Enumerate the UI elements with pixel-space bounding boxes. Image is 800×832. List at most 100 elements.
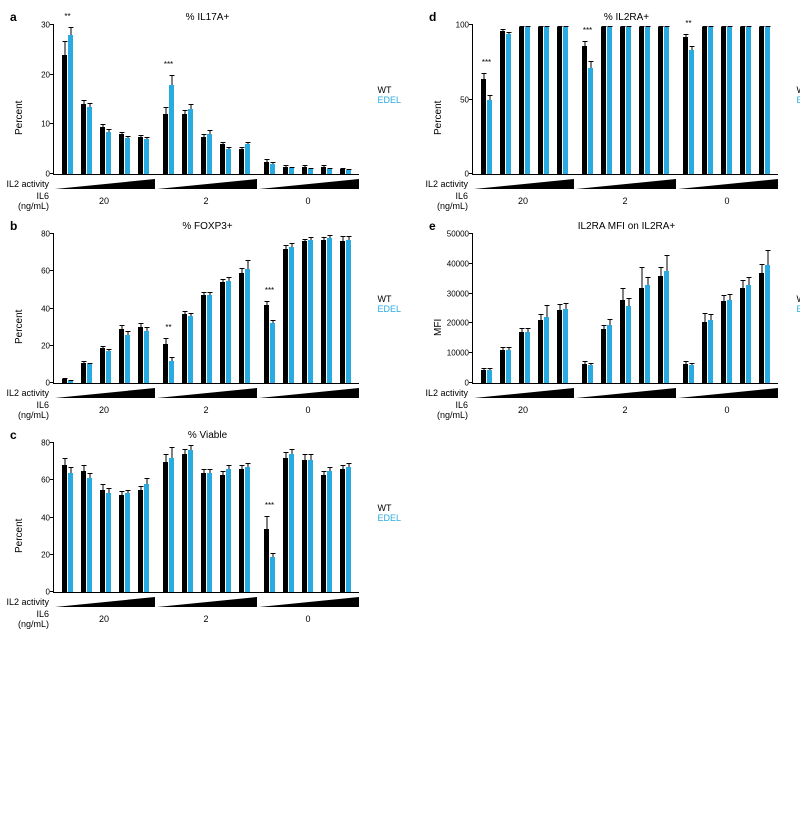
bar-pair: [115, 443, 134, 592]
bar-edel: [327, 238, 332, 383]
bar-wt: [201, 473, 206, 592]
significance-marker: ***: [482, 58, 491, 67]
bar-pair: [134, 25, 153, 174]
bar-pair: [717, 234, 736, 383]
wedge-icon: [576, 179, 676, 189]
bar-edel: [708, 27, 713, 175]
bar-wt: [264, 529, 269, 592]
bar-wt: [62, 55, 67, 174]
figure-grid: a% IL17A+Percent0102030*****WTEDELIL2 ac…: [12, 12, 788, 629]
bar-edel: [487, 100, 492, 175]
bar-edel: [563, 309, 568, 384]
bar-pair: [336, 443, 355, 592]
bar-edel: [506, 34, 511, 174]
bar-edel: [544, 317, 549, 383]
y-tick-label: 20000: [447, 319, 469, 328]
x-axis-label-il2: IL2 activity: [3, 179, 53, 189]
bar-wt: [582, 364, 587, 383]
bar-edel: [525, 27, 530, 175]
bar-wt: [163, 344, 168, 383]
y-tick-label: 20: [41, 550, 50, 559]
panel-label: a: [10, 10, 17, 24]
bar-wt: [119, 495, 124, 592]
bar-wt: [481, 79, 486, 174]
panel-b: b% FOXP3+Percent020406080*****WTEDELIL2 …: [12, 221, 403, 420]
bar-pair: [58, 443, 77, 592]
bar-edel: [727, 300, 732, 383]
bar-pair: [96, 25, 115, 174]
bar-wt: [100, 127, 105, 174]
bar-edel: [327, 169, 332, 174]
bar-wt: [283, 458, 288, 592]
bar-wt: [283, 167, 288, 174]
bar-edel: [727, 27, 732, 175]
bar-pair: [115, 234, 134, 383]
bar-edel: [106, 493, 111, 592]
bar-wt: [100, 348, 105, 383]
panel-a: a% IL17A+Percent0102030*****WTEDELIL2 ac…: [12, 12, 403, 211]
bar-edel: [270, 164, 275, 174]
bar-wt: [220, 475, 225, 592]
wedge-icon: [55, 597, 155, 607]
wedge-icon: [259, 179, 359, 189]
bar-edel: [664, 271, 669, 383]
bar-edel: [87, 478, 92, 592]
bar-wt: [639, 288, 644, 383]
x-axis-label-il6: IL6 (ng/mL): [3, 191, 53, 211]
chart-title: % Viable: [12, 430, 403, 441]
bar-pair: [654, 25, 673, 174]
il6-level-value: 20: [53, 614, 155, 624]
panel-c: c% ViablePercent020406080***WTEDELIL2 ac…: [12, 430, 403, 629]
wedge-icon: [259, 388, 359, 398]
bar-pair: [178, 25, 197, 174]
bar-wt: [702, 322, 707, 383]
significance-marker: **: [685, 19, 691, 28]
bar-edel: [188, 316, 193, 383]
bar-pair: [134, 443, 153, 592]
bar-edel: [588, 365, 593, 383]
bar-wt: [283, 249, 288, 383]
bar-edel: [645, 27, 650, 175]
y-tick-label: 0: [465, 379, 469, 388]
bar-edel: [125, 493, 130, 592]
bar-wt: [81, 363, 86, 383]
bar-pair: [197, 443, 216, 592]
legend: WTEDEL: [377, 294, 401, 316]
bar-pair: [736, 25, 755, 174]
bar-wt: [239, 149, 244, 174]
bar-edel: [188, 450, 193, 592]
significance-marker: ***: [583, 26, 592, 35]
bar-edel: [226, 149, 231, 174]
il6-level-value: 2: [574, 405, 676, 415]
plot-area: 0102030*****WTEDEL: [53, 25, 359, 175]
bar-wt: [239, 469, 244, 592]
bar-edel: [169, 85, 174, 174]
bar-wt: [721, 301, 726, 383]
bar-edel: [188, 109, 193, 174]
bar-wt: [500, 31, 505, 174]
bar-edel: [544, 27, 549, 175]
bar-pair: [216, 25, 235, 174]
bar-pair: [496, 25, 515, 174]
bar-wt: [740, 27, 745, 175]
y-axis-label: MFI: [431, 234, 446, 420]
bar-wt: [163, 114, 168, 174]
bar-wt: [620, 27, 625, 175]
bar-pair: ***: [578, 25, 597, 174]
bar-pair: [679, 234, 698, 383]
wedge-icon: [259, 597, 359, 607]
bar-wt: [302, 167, 307, 174]
legend-edel: EDEL: [377, 304, 401, 315]
bar-pair: [698, 25, 717, 174]
bar-edel: [289, 168, 294, 174]
bar-pair: ***: [260, 443, 279, 592]
bar-wt: [201, 295, 206, 383]
bar-edel: [144, 331, 149, 383]
bar-wt: [138, 327, 143, 383]
bar-wt: [62, 465, 67, 592]
panel-e: eIL2RA MFI on IL2RA+MFI01000020000300004…: [431, 221, 800, 420]
y-axis-label: Percent: [12, 234, 27, 420]
bar-pair: [534, 25, 553, 174]
y-tick-label: 40: [41, 304, 50, 313]
bar-wt: [340, 241, 345, 383]
